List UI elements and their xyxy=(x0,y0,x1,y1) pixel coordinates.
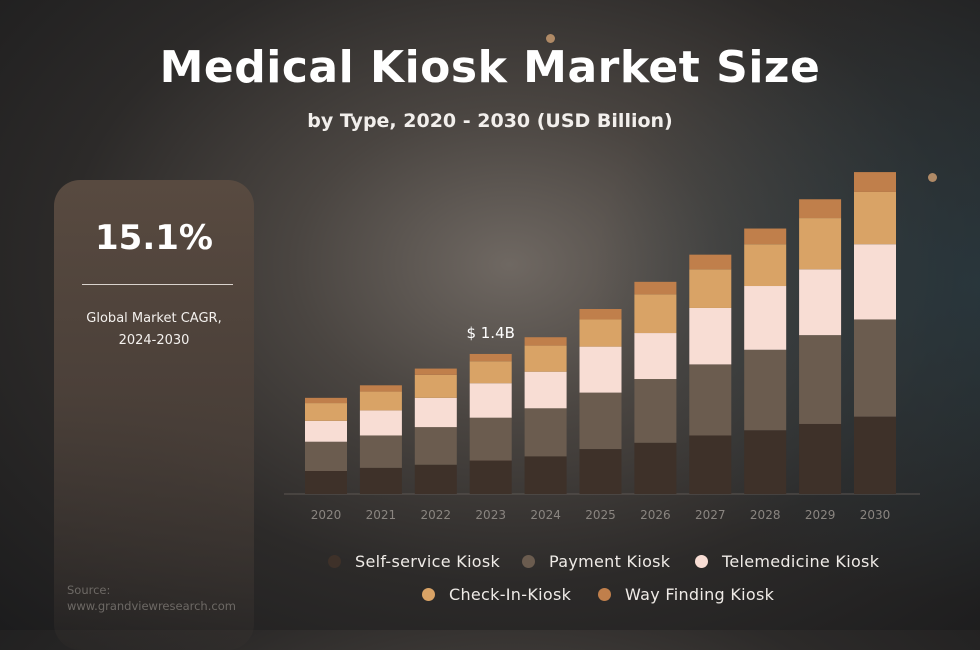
x-tick-label: 2021 xyxy=(366,508,397,522)
legend-label: Payment Kiosk xyxy=(549,552,671,571)
bar-segment-payment-kiosk-2027 xyxy=(689,364,732,436)
bar-annotation-label: $ 1.4B xyxy=(466,324,514,342)
legend-item-check-in-kiosk: Check-In-Kiosk xyxy=(422,585,571,604)
legend-label: Check-In-Kiosk xyxy=(449,585,572,604)
bar-segment-check-in-kiosk-2024 xyxy=(524,345,567,372)
bar-segment-self-service-kiosk-2028 xyxy=(744,430,787,494)
bar-segment-payment-kiosk-2023 xyxy=(469,417,512,461)
bar-segment-payment-kiosk-2028 xyxy=(744,349,787,431)
x-tick-label: 2023 xyxy=(475,508,506,522)
bar-segment-check-in-kiosk-2027 xyxy=(689,269,732,308)
bar-segment-way-finding-kiosk-2029 xyxy=(799,199,842,219)
legend-swatch xyxy=(422,588,435,601)
bar-segment-check-in-kiosk-2028 xyxy=(744,244,787,287)
legend-item-telemedicine-kiosk: Telemedicine Kiosk xyxy=(695,552,879,571)
decorative-dot xyxy=(928,173,937,182)
bar-segment-telemedicine-kiosk-2027 xyxy=(689,307,732,365)
bar-segment-self-service-kiosk-2022 xyxy=(414,464,457,494)
cagr-label-line2: 2024-2030 xyxy=(118,333,190,348)
legend-item-self-service-kiosk: Self-service Kiosk xyxy=(328,552,500,571)
bar-segment-telemedicine-kiosk-2024 xyxy=(524,371,567,409)
bar-segment-way-finding-kiosk-2021 xyxy=(359,385,402,392)
bar-segment-check-in-kiosk-2026 xyxy=(634,294,677,334)
bar-segment-payment-kiosk-2025 xyxy=(579,392,622,450)
bar-segment-check-in-kiosk-2029 xyxy=(799,218,842,270)
bar-segment-payment-kiosk-2020 xyxy=(305,441,347,472)
bar-segment-way-finding-kiosk-2023 xyxy=(469,353,512,362)
card-divider xyxy=(82,284,233,285)
bar-segment-check-in-kiosk-2020 xyxy=(305,403,347,421)
legend-swatch xyxy=(695,555,708,568)
bar-segment-payment-kiosk-2021 xyxy=(359,435,402,468)
legend-label: Self-service Kiosk xyxy=(355,552,501,571)
bar-segment-self-service-kiosk-2029 xyxy=(799,423,842,494)
cagr-value: 15.1% xyxy=(95,218,213,258)
bar-segment-way-finding-kiosk-2024 xyxy=(524,337,567,346)
bar-segment-way-finding-kiosk-2020 xyxy=(305,397,347,404)
bar-segment-way-finding-kiosk-2030 xyxy=(854,172,896,192)
stacked-bar-chart: 2020 2021 2022 2023 2024 2025 2026 2027 2028 2029… xyxy=(284,172,920,522)
bar-segment-self-service-kiosk-2024 xyxy=(524,456,567,494)
bar-segment-check-in-kiosk-2030 xyxy=(854,191,896,245)
cagr-card: 15.1% Global Market CAGR, 2024-2030 xyxy=(54,180,254,650)
bar-segment-telemedicine-kiosk-2023 xyxy=(469,383,512,418)
x-tick-label: 2024 xyxy=(530,508,561,522)
x-tick-label: 2027 xyxy=(695,508,726,522)
bar-segment-check-in-kiosk-2023 xyxy=(469,361,512,384)
legend-item-way-finding-kiosk: Way Finding Kiosk xyxy=(598,585,774,604)
legend-label: Telemedicine Kiosk xyxy=(722,552,880,571)
bar-segment-check-in-kiosk-2021 xyxy=(359,391,402,411)
legend-swatch xyxy=(522,555,535,568)
bar-segment-telemedicine-kiosk-2028 xyxy=(744,286,787,350)
chart-subtitle: by Type, 2020 - 2030 (USD Billion) xyxy=(307,110,673,132)
legend-label: Way Finding Kiosk xyxy=(625,585,775,604)
bar-segment-telemedicine-kiosk-2026 xyxy=(634,333,677,380)
bar-segment-payment-kiosk-2026 xyxy=(634,379,677,443)
bar-segment-way-finding-kiosk-2027 xyxy=(689,254,732,270)
bar-segment-self-service-kiosk-2023 xyxy=(469,460,512,494)
chart-title: Medical Kiosk Market Size xyxy=(159,42,821,93)
bar-segment-way-finding-kiosk-2025 xyxy=(579,309,622,320)
bar-segment-payment-kiosk-2029 xyxy=(799,335,842,424)
bar-segment-self-service-kiosk-2025 xyxy=(579,449,622,494)
bar-segment-check-in-kiosk-2025 xyxy=(579,319,622,347)
legend-swatch xyxy=(598,588,611,601)
bar-segment-way-finding-kiosk-2022 xyxy=(414,368,457,375)
bar-segment-self-service-kiosk-2020 xyxy=(305,471,347,494)
legend-swatch xyxy=(328,555,341,568)
bar-segment-way-finding-kiosk-2026 xyxy=(634,281,677,295)
bar-segment-way-finding-kiosk-2028 xyxy=(744,228,787,245)
bar-segment-telemedicine-kiosk-2022 xyxy=(414,397,457,428)
bar-segment-payment-kiosk-2024 xyxy=(524,408,567,457)
bar-segment-self-service-kiosk-2027 xyxy=(689,435,732,494)
bar-segment-payment-kiosk-2022 xyxy=(414,427,457,465)
cagr-label: Global Market CAGR, 2024-2030 xyxy=(54,308,254,352)
bar-segment-telemedicine-kiosk-2021 xyxy=(359,410,402,436)
x-tick-label: 2028 xyxy=(750,508,781,522)
bar-segment-telemedicine-kiosk-2029 xyxy=(799,269,842,336)
legend-item-payment-kiosk: Payment Kiosk xyxy=(522,552,670,571)
bar-segment-self-service-kiosk-2026 xyxy=(634,442,677,494)
bar-segment-telemedicine-kiosk-2030 xyxy=(854,244,896,320)
source-label: Source: xyxy=(67,583,111,597)
source-note: Source: www.grandviewresearch.com xyxy=(67,582,236,614)
x-tick-label: 2030 xyxy=(860,508,891,522)
bar-segment-self-service-kiosk-2030 xyxy=(854,416,896,494)
x-tick-label: 2026 xyxy=(640,508,671,522)
x-tick-label: 2025 xyxy=(585,508,616,522)
decorative-dot xyxy=(546,34,555,43)
bar-segment-check-in-kiosk-2022 xyxy=(414,374,457,398)
cagr-label-line1: Global Market CAGR, xyxy=(86,311,222,326)
bar-segment-payment-kiosk-2030 xyxy=(854,319,896,417)
bar-segment-self-service-kiosk-2021 xyxy=(359,467,402,494)
x-tick-label: 2029 xyxy=(805,508,836,522)
x-tick-label: 2022 xyxy=(421,508,452,522)
bar-segment-telemedicine-kiosk-2020 xyxy=(305,420,347,442)
source-url[interactable]: www.grandviewresearch.com xyxy=(67,599,236,613)
x-tick-label: 2020 xyxy=(311,508,342,522)
bar-segment-telemedicine-kiosk-2025 xyxy=(579,346,622,393)
